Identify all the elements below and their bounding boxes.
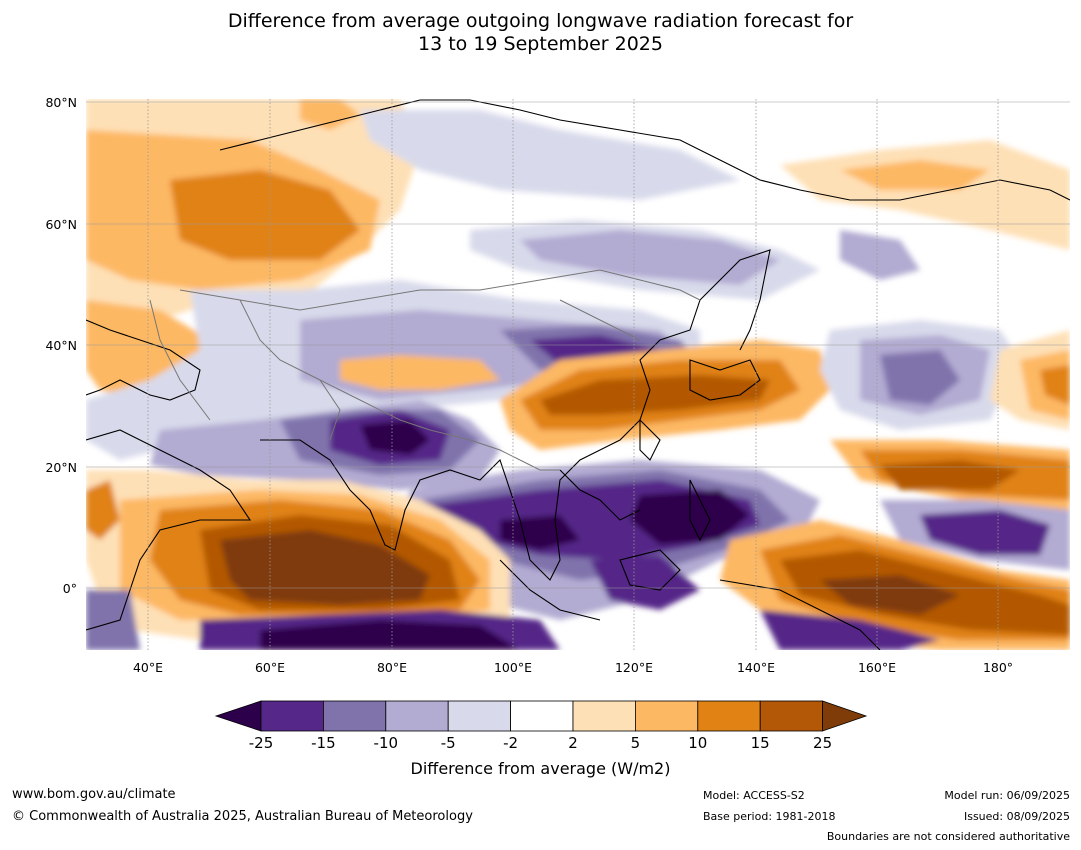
lon-tick-100e: 100°E bbox=[494, 660, 532, 675]
colorbar-title: Difference from average (W/m2) bbox=[410, 759, 671, 778]
colorbar-label: -5 bbox=[441, 734, 456, 752]
lon-tick-60e: 60°E bbox=[255, 660, 285, 675]
colorbar-segment-9 bbox=[759, 700, 824, 732]
footer-model: Model: ACCESS-S2 bbox=[703, 789, 805, 802]
colorbar-extend-high bbox=[822, 700, 868, 732]
colorbar-label: -25 bbox=[249, 734, 274, 752]
colorbar-segment-5 bbox=[510, 700, 574, 732]
footer-disclaimer: Boundaries are not considered authoritat… bbox=[826, 830, 1070, 843]
title-line-1: Difference from average outgoing longwav… bbox=[227, 10, 854, 32]
colorbar: -25 -15 -10 -5 -2 2 5 10 15 25 bbox=[214, 700, 868, 752]
colorbar-label: 25 bbox=[813, 734, 832, 752]
title-line-2: 13 to 19 September 2025 bbox=[418, 33, 663, 55]
map-title: Difference from average outgoing longwav… bbox=[0, 10, 1081, 56]
lon-tick-120e: 120°E bbox=[615, 660, 653, 675]
footer-copyright: © Commonwealth of Australia 2025, Austra… bbox=[12, 809, 473, 824]
coastlines bbox=[86, 99, 1070, 650]
footer-model-run: Model run: 06/09/2025 bbox=[944, 789, 1070, 802]
lat-tick-0: 0° bbox=[63, 581, 77, 596]
anomaly-field bbox=[86, 99, 1070, 650]
footer-base-period: Base period: 1981-2018 bbox=[703, 810, 836, 823]
graticule bbox=[86, 99, 1070, 650]
colorbar-label: -15 bbox=[311, 734, 336, 752]
lat-tick-60n: 60°N bbox=[45, 217, 77, 232]
colorbar-segment-1 bbox=[260, 700, 324, 732]
colorbar-segment-4 bbox=[447, 700, 512, 732]
colorbar-segment-6 bbox=[572, 700, 636, 732]
colorbar-segment-3 bbox=[385, 700, 449, 732]
lat-tick-40n: 40°N bbox=[45, 338, 77, 353]
lon-tick-40e: 40°E bbox=[133, 660, 163, 675]
colorbar-label: 10 bbox=[688, 734, 707, 752]
lon-tick-80e: 80°E bbox=[377, 660, 407, 675]
colorbar-segment-2 bbox=[322, 700, 387, 732]
colorbar-segment-7 bbox=[635, 700, 699, 732]
colorbar-label: 5 bbox=[631, 734, 641, 752]
lat-tick-20n: 20°N bbox=[45, 460, 77, 475]
colorbar-label: -2 bbox=[503, 734, 518, 752]
lat-tick-80n: 80°N bbox=[45, 95, 77, 110]
colorbar-label: 2 bbox=[568, 734, 578, 752]
colorbar-extend-low bbox=[214, 700, 262, 732]
colorbar-label: -10 bbox=[374, 734, 399, 752]
lon-tick-180: 180° bbox=[983, 660, 1013, 675]
lon-tick-140e: 140°E bbox=[737, 660, 775, 675]
colorbar-segment-8 bbox=[697, 700, 761, 732]
lon-tick-160e: 160°E bbox=[858, 660, 896, 675]
footer-issued: Issued: 08/09/2025 bbox=[963, 810, 1070, 823]
country-borders bbox=[149, 269, 701, 471]
footer-url[interactable]: www.bom.gov.au/climate bbox=[12, 787, 176, 802]
colorbar-label: 15 bbox=[751, 734, 770, 752]
